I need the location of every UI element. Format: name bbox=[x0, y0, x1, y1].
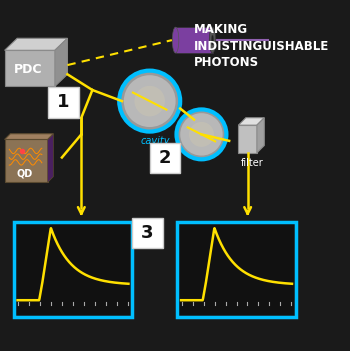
Polygon shape bbox=[238, 118, 264, 125]
Circle shape bbox=[119, 71, 180, 132]
Text: filter: filter bbox=[241, 158, 264, 168]
Ellipse shape bbox=[209, 27, 216, 53]
Polygon shape bbox=[5, 38, 68, 50]
Polygon shape bbox=[257, 118, 264, 153]
Polygon shape bbox=[179, 224, 294, 316]
Text: cavity: cavity bbox=[140, 136, 170, 146]
Polygon shape bbox=[176, 27, 212, 53]
Polygon shape bbox=[48, 134, 53, 183]
Polygon shape bbox=[5, 50, 55, 86]
FancyBboxPatch shape bbox=[132, 218, 163, 248]
Polygon shape bbox=[55, 38, 68, 86]
Text: PDC: PDC bbox=[14, 63, 43, 76]
Ellipse shape bbox=[211, 35, 214, 45]
Polygon shape bbox=[238, 125, 257, 153]
Circle shape bbox=[189, 122, 214, 147]
Circle shape bbox=[180, 113, 223, 155]
Polygon shape bbox=[5, 134, 53, 139]
Text: 1: 1 bbox=[57, 93, 70, 112]
Circle shape bbox=[134, 86, 165, 117]
FancyBboxPatch shape bbox=[48, 87, 78, 118]
Text: MAKING
INDISTINGUISHABLE
PHOTONS: MAKING INDISTINGUISHABLE PHOTONS bbox=[194, 24, 329, 69]
Text: 3: 3 bbox=[141, 224, 154, 242]
Circle shape bbox=[176, 110, 226, 159]
Text: 2: 2 bbox=[159, 149, 171, 167]
FancyBboxPatch shape bbox=[150, 143, 180, 173]
Ellipse shape bbox=[172, 27, 179, 53]
Polygon shape bbox=[16, 224, 130, 316]
Polygon shape bbox=[5, 139, 48, 183]
Text: QD: QD bbox=[16, 169, 33, 179]
Circle shape bbox=[124, 75, 176, 127]
